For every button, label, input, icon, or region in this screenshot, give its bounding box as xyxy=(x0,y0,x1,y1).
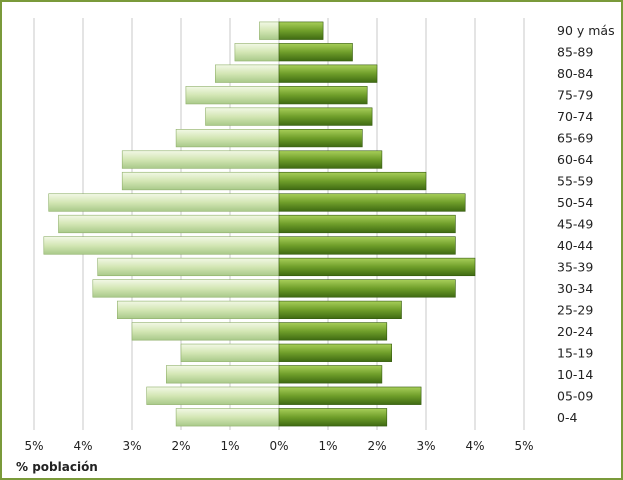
age-group-label: 80-84 xyxy=(557,66,593,81)
age-group-label: 10-14 xyxy=(557,367,593,382)
x-tick-label: 1% xyxy=(220,439,239,453)
bar-right xyxy=(278,257,476,277)
age-group-label: 30-34 xyxy=(557,281,593,296)
age-group-label: 90 y más xyxy=(557,23,615,38)
x-tick-label: 4% xyxy=(73,439,92,453)
x-tick-label: 1% xyxy=(318,439,337,453)
x-tick-label: 0% xyxy=(269,439,288,453)
age-group-label: 65-69 xyxy=(557,131,593,146)
age-group-label: 45-49 xyxy=(557,217,593,232)
bar-left xyxy=(259,21,280,40)
bar-right xyxy=(278,214,456,234)
x-tick-label: 2% xyxy=(367,439,386,453)
age-group-label: 35-39 xyxy=(557,259,593,274)
age-group-label: 0-4 xyxy=(557,410,577,425)
age-group-label: 20-24 xyxy=(557,324,593,339)
bar-left xyxy=(121,150,280,169)
bar-left xyxy=(43,236,280,255)
bar-right xyxy=(278,365,383,384)
bar-left xyxy=(185,86,280,105)
bar-left xyxy=(146,386,280,405)
age-group-label: 55-59 xyxy=(557,174,593,189)
bar-left xyxy=(97,257,280,277)
bar-left xyxy=(131,322,280,341)
bar-right xyxy=(278,171,427,191)
bar-left xyxy=(58,214,280,234)
age-group-label: 60-64 xyxy=(557,152,593,167)
bar-left xyxy=(175,408,280,427)
x-tick-label: 4% xyxy=(465,439,484,453)
bar-left xyxy=(117,300,280,319)
age-group-label: 85-89 xyxy=(557,45,593,60)
bar-right xyxy=(278,386,422,405)
bar-left xyxy=(215,64,280,83)
bar-right xyxy=(278,150,383,169)
x-tick-label: 5% xyxy=(24,439,43,453)
age-group-label: 25-29 xyxy=(557,302,593,317)
age-group-label: 15-19 xyxy=(557,345,593,360)
bar-left xyxy=(175,129,280,148)
x-tick-label: 3% xyxy=(416,439,435,453)
x-tick-label: 2% xyxy=(171,439,190,453)
age-group-label: 75-79 xyxy=(557,88,593,103)
age-group-label: 40-44 xyxy=(557,238,593,253)
bar-right xyxy=(278,322,388,341)
bar-right xyxy=(278,193,466,212)
bar-left xyxy=(166,365,280,384)
bar-right xyxy=(278,343,392,362)
bar-right xyxy=(278,279,456,298)
bar-right xyxy=(278,43,353,62)
bar-right xyxy=(278,236,456,255)
bar-left xyxy=(234,43,280,62)
x-tick-label: 3% xyxy=(122,439,141,453)
bar-left xyxy=(92,279,280,298)
age-group-label: 50-54 xyxy=(557,195,593,210)
x-tick-label: 5% xyxy=(514,439,533,453)
bar-right xyxy=(278,64,378,83)
bar-right xyxy=(278,129,363,148)
bar-right xyxy=(278,408,388,427)
bar-left xyxy=(48,193,280,212)
bar-left xyxy=(121,171,280,191)
x-axis-title: % población xyxy=(16,460,98,474)
bar-right xyxy=(278,21,324,40)
age-group-label: 05-09 xyxy=(557,388,593,403)
age-group-label: 70-74 xyxy=(557,109,593,124)
bar-right xyxy=(278,300,402,319)
bar-right xyxy=(278,107,373,126)
bar-right xyxy=(278,86,368,105)
bar-left xyxy=(205,107,280,126)
bar-left xyxy=(180,343,280,362)
